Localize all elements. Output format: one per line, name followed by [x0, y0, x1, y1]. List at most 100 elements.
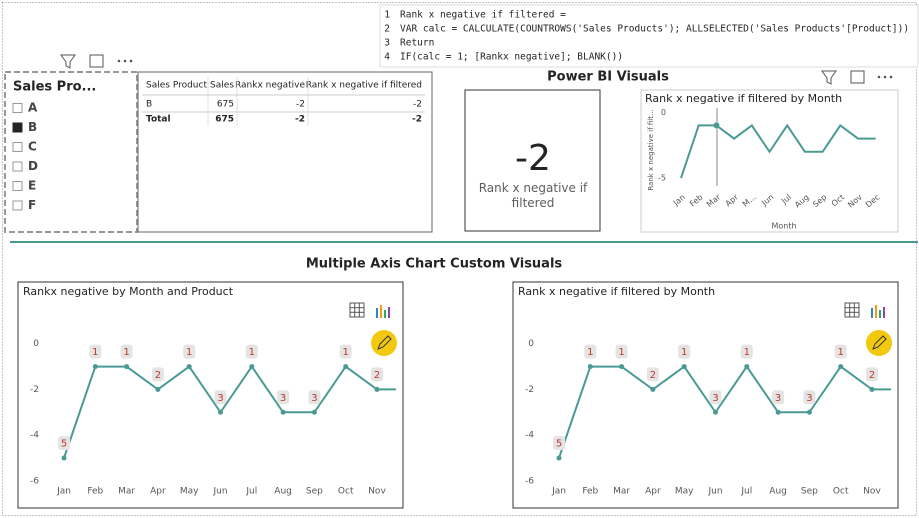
table: Sales Product Sales Rankx negative Rank x n…: [142, 77, 425, 126]
data-label-bg: [740, 344, 753, 359]
slicer-item[interactable]: E: [28, 179, 36, 193]
x-tick-label: Jul: [740, 487, 752, 497]
data-label: 5: [61, 439, 67, 450]
slicer-item[interactable]: F: [28, 198, 36, 212]
data-label-bg: [339, 344, 352, 359]
filter-icon[interactable]: [821, 70, 837, 85]
x-tick-label: Jan: [551, 487, 566, 497]
checkbox[interactable]: [12, 122, 23, 133]
slicer-frame: [4, 71, 138, 233]
y-tick-label: -4: [30, 431, 39, 441]
total-cell: 675: [215, 115, 234, 125]
data-label-bg: [866, 367, 878, 382]
data-label-bg: [183, 344, 196, 359]
data-label-bg: [371, 367, 383, 382]
more-icon: [129, 59, 133, 63]
table-frame: [137, 71, 433, 233]
checkbox[interactable]: [12, 142, 23, 152]
data-label: 2: [155, 370, 161, 381]
data-label: 3: [806, 393, 812, 404]
data-label: 1: [92, 347, 98, 358]
data-label: 5: [556, 439, 562, 450]
slicer-item[interactable]: C: [28, 140, 37, 154]
data-label-bg: [308, 390, 321, 405]
focus-icon[interactable]: [89, 54, 104, 68]
checkbox[interactable]: [12, 200, 23, 211]
more-icon: [889, 75, 893, 79]
x-tick-label: Nov: [863, 487, 881, 497]
data-label: 2: [869, 370, 875, 381]
data-label-bg: [214, 390, 227, 405]
y-tick-label: -6: [30, 476, 39, 486]
more-icon: [883, 75, 887, 79]
line-number: 4: [384, 52, 390, 63]
point: [869, 386, 875, 392]
point: [587, 364, 593, 370]
x-tick-label: Oct: [338, 487, 354, 497]
data-label: 1: [186, 347, 192, 358]
data-label: 1: [587, 347, 593, 358]
column-header: Sales: [210, 81, 234, 91]
checkbox[interactable]: [12, 103, 23, 113]
data-label-bg: [151, 367, 164, 382]
point: [61, 455, 67, 461]
line-number: 2: [384, 24, 390, 35]
checkbox[interactable]: [12, 161, 23, 172]
chart-title: Rankx negative by Month and Product: [23, 285, 234, 298]
code-text: Rank x negative if filtered =: [400, 10, 566, 21]
slicer-item[interactable]: D: [28, 159, 38, 173]
line-number: 1: [384, 10, 390, 21]
code-editor[interactable]: [379, 4, 919, 68]
more-icon[interactable]: [877, 75, 881, 79]
edit-button[interactable]: [371, 330, 397, 356]
x-tick-label: Apr: [150, 487, 166, 497]
line: [63, 364, 396, 459]
filter-icon[interactable]: [60, 54, 76, 69]
data-label-bg: [58, 436, 70, 450]
data-label: 1: [681, 347, 687, 358]
section-title: Multiple Axis Chart Custom Visuals: [306, 257, 563, 272]
x-tick-label: May: [675, 487, 694, 497]
focus-icon[interactable]: [850, 70, 865, 84]
x-tick-label: Sep: [306, 487, 323, 497]
data-label-bg: [584, 344, 597, 359]
cell: -2: [296, 100, 305, 110]
checkbox[interactable]: [12, 181, 23, 191]
point: [744, 364, 750, 370]
x-tick-label: Aug: [769, 487, 787, 497]
point: [681, 364, 687, 370]
y-tick-label: -4: [525, 431, 534, 441]
x-axis-label: Month: [771, 222, 796, 231]
data-label: 1: [249, 347, 255, 358]
data-label: 2: [374, 370, 380, 381]
point: [713, 409, 718, 415]
column-header: Rankx negative: [235, 81, 305, 91]
custom-visual-icons: [349, 302, 892, 356]
x-tick-label: May: [180, 487, 199, 497]
data-label: 3: [712, 393, 718, 404]
x-tick-label: Sep: [801, 487, 818, 497]
section-title: Power BI Visuals: [547, 70, 669, 85]
point: [280, 409, 286, 415]
point: [619, 364, 625, 370]
x-tick-label: Oct: [833, 487, 849, 497]
y-tick-label: 0: [661, 108, 666, 117]
point: [124, 364, 130, 370]
cell: 675: [217, 100, 234, 110]
card-label: Rank x negative if filtered: [478, 181, 588, 210]
edit-button[interactable]: [866, 330, 892, 356]
y-tick-label: 0: [33, 339, 39, 349]
data-label: 1: [343, 347, 349, 358]
cell: -2: [413, 100, 422, 110]
slicer-item[interactable]: B: [28, 120, 37, 134]
data-label-bg: [120, 344, 133, 359]
more-icon: [123, 59, 127, 63]
slicer-item[interactable]: A: [28, 101, 38, 115]
data-label: 3: [217, 393, 223, 404]
chart-title: Rank x negative if filtered by Month: [645, 92, 842, 105]
more-icon[interactable]: [117, 59, 121, 63]
total-cell: -2: [412, 115, 422, 125]
y-tick-label: -5: [658, 174, 666, 183]
